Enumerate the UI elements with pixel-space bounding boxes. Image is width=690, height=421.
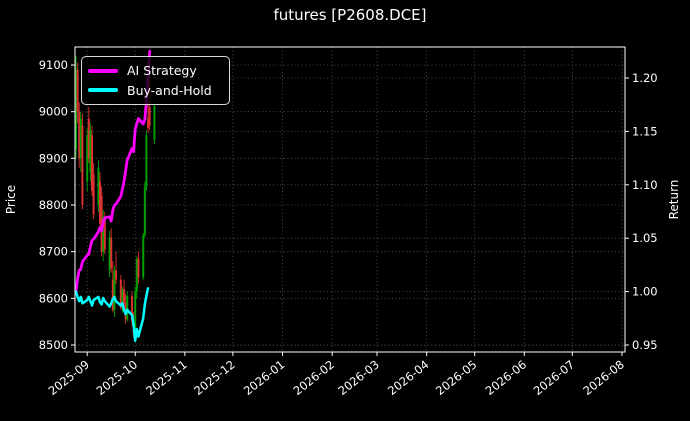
series-ai-strategy xyxy=(74,49,152,294)
left-axis-label: Price xyxy=(4,185,18,214)
legend-item-buy-and-hold: Buy-and-Hold xyxy=(88,83,223,98)
legend-item-ai-strategy: AI Strategy xyxy=(88,63,223,78)
svg-text:2026-08: 2026-08 xyxy=(580,357,626,398)
buy-and-hold-line-swatch xyxy=(88,88,118,92)
legend-label-buy-and-hold: Buy-and-Hold xyxy=(127,82,212,98)
svg-text:2026-05: 2026-05 xyxy=(433,357,479,398)
svg-text:2025-11: 2025-11 xyxy=(143,357,189,398)
svg-text:8500: 8500 xyxy=(39,338,68,352)
svg-text:2026-04: 2026-04 xyxy=(385,357,431,398)
svg-text:2026-06: 2026-06 xyxy=(483,357,529,398)
svg-text:2026-02: 2026-02 xyxy=(291,357,337,398)
svg-text:1.10: 1.10 xyxy=(632,178,658,192)
svg-text:9100: 9100 xyxy=(39,58,68,72)
legend-label-ai-strategy: AI Strategy xyxy=(127,63,197,79)
svg-text:8900: 8900 xyxy=(39,151,68,165)
svg-text:8800: 8800 xyxy=(39,198,68,212)
svg-text:1.20: 1.20 xyxy=(632,71,658,85)
svg-text:9000: 9000 xyxy=(39,105,68,119)
right-axis-label: Return xyxy=(667,180,681,220)
svg-text:2025-10: 2025-10 xyxy=(94,357,140,398)
svg-text:2026-01: 2026-01 xyxy=(241,357,287,398)
svg-text:2025-12: 2025-12 xyxy=(191,357,237,398)
ai-strategy-line-swatch xyxy=(88,69,118,73)
svg-text:1.00: 1.00 xyxy=(632,285,658,299)
svg-text:0.95: 0.95 xyxy=(632,338,658,352)
svg-text:2026-07: 2026-07 xyxy=(531,357,577,398)
svg-text:1.15: 1.15 xyxy=(632,124,658,138)
svg-text:8700: 8700 xyxy=(39,245,68,259)
svg-text:1.05: 1.05 xyxy=(632,231,658,245)
svg-text:2026-03: 2026-03 xyxy=(335,357,381,398)
series-buy-and-hold xyxy=(74,287,150,342)
legend: AI Strategy Buy-and-Hold xyxy=(81,56,230,105)
svg-text:2025-09: 2025-09 xyxy=(46,357,92,398)
chart-title: futures [P2608.DCE] xyxy=(273,6,427,24)
svg-text:8600: 8600 xyxy=(39,291,68,305)
